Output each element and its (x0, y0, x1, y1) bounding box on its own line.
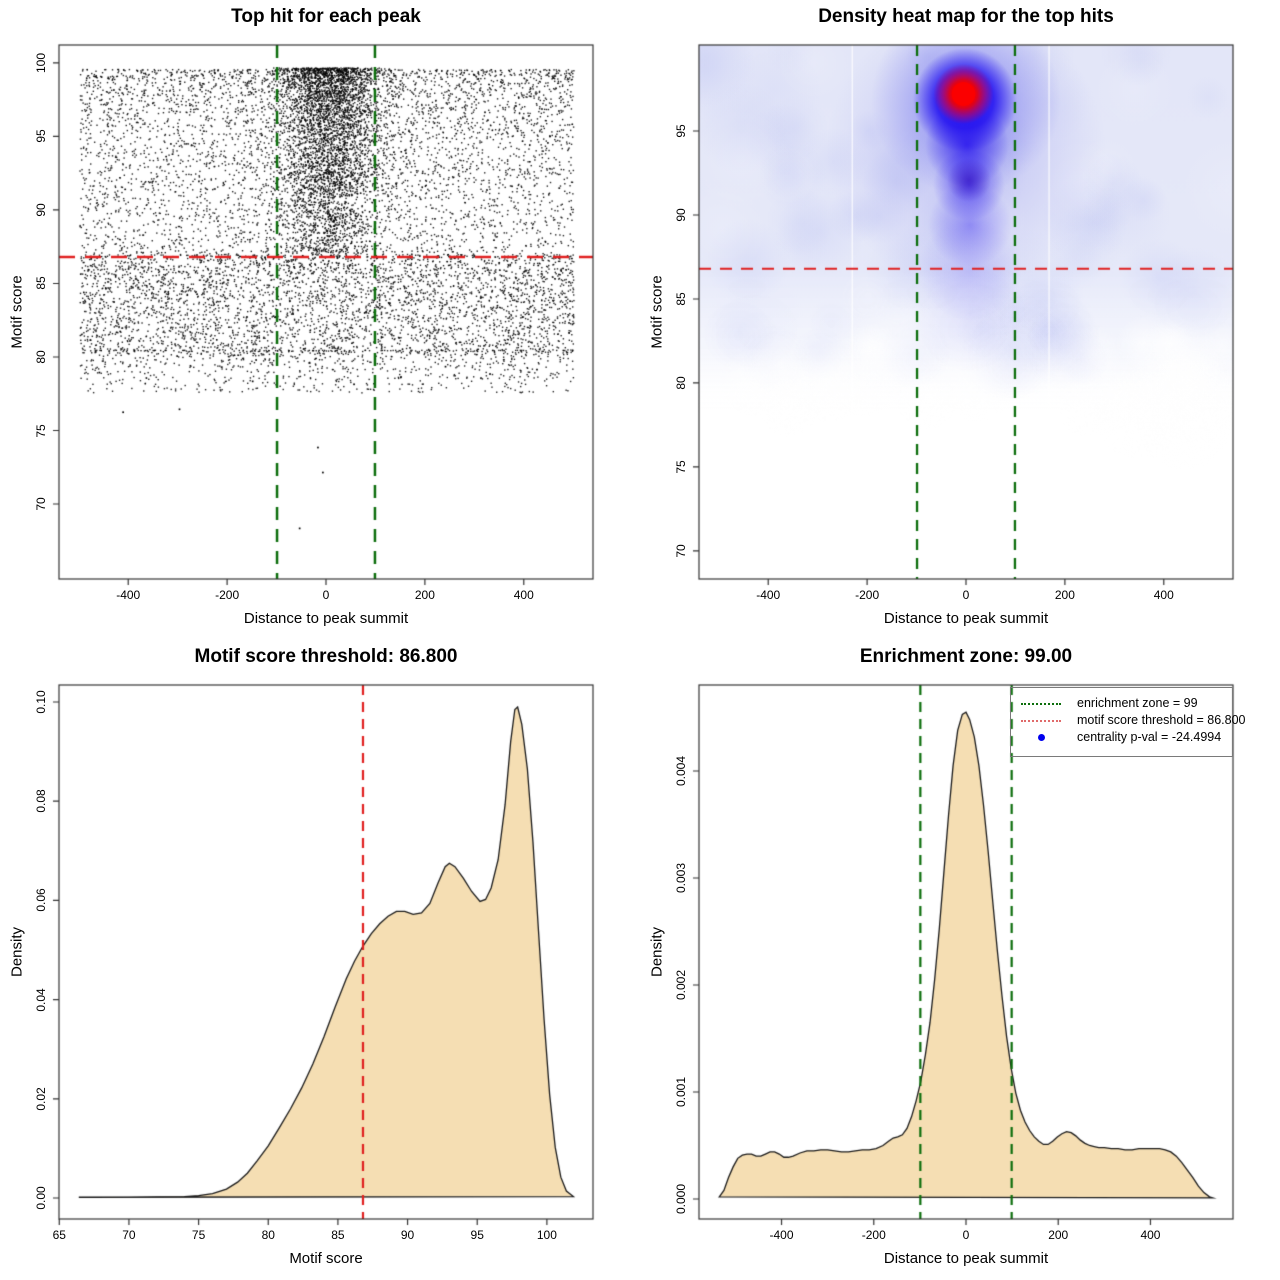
x-tick-label: 200 (1054, 588, 1075, 602)
y-axis-label: Density (648, 926, 666, 978)
y-tick-label: 80 (34, 350, 48, 364)
panel-density-heatmap: Density heat map for the top hits Distan… (640, 0, 1280, 640)
x-tick-label: 75 (191, 1228, 206, 1242)
y-tick-label: 75 (34, 423, 48, 438)
panel-scatter-top-hits: Top hit for each peak Distance to peak s… (0, 0, 640, 640)
legend-label-motif-threshold: motif score threshold = 86.800 (1077, 713, 1246, 727)
green-dotted-line-swatch (1021, 702, 1061, 705)
y-tick-label: 70 (34, 497, 48, 511)
x-tick-label: 95 (470, 1228, 484, 1242)
y-tick-label: 0.02 (34, 1087, 48, 1111)
y-tick-label: 95 (674, 124, 688, 138)
scatter-plot-canvas (0, 0, 640, 640)
y-tick-label: 85 (674, 292, 688, 306)
y-tick-label: 0.003 (674, 862, 688, 894)
x-tick-label: 0 (962, 1228, 970, 1242)
y-tick-label: 0.002 (674, 969, 688, 1001)
x-tick-label: -200 (215, 588, 240, 602)
legend-label-centrality-pval: centrality p-val = -24.4994 (1077, 730, 1222, 744)
y-tick-label: 75 (674, 460, 688, 474)
motif-density-canvas (0, 640, 640, 1280)
y-axis-label: Density (8, 926, 26, 978)
y-tick-label: 90 (674, 208, 688, 222)
x-tick-label: 65 (52, 1228, 66, 1242)
x-tick-label: -400 (116, 588, 141, 602)
y-axis-label: Motif score (8, 275, 26, 349)
x-axis-label: Motif score (289, 1250, 363, 1267)
heatmap-canvas (640, 0, 1280, 640)
y-tick-label: 0.04 (34, 987, 48, 1012)
y-tick-label: 0.000 (674, 1183, 688, 1214)
x-tick-label: 400 (513, 588, 534, 602)
panel-motif-score-density: Motif score threshold: 86.800 Motif scor… (0, 640, 640, 1280)
x-tick-label: 85 (331, 1228, 345, 1242)
legend-label-enrichment-zone: enrichment zone = 99 (1077, 696, 1198, 710)
x-tick-label: 0 (962, 588, 970, 602)
x-tick-label: 70 (122, 1228, 136, 1242)
x-tick-label: 400 (1153, 588, 1174, 602)
y-axis-label: Motif score (648, 275, 666, 349)
x-tick-label: -400 (769, 1228, 794, 1242)
y-tick-label: 90 (34, 203, 48, 217)
x-tick-label: 0 (322, 588, 330, 602)
legend-row-centrality-pval: centrality p-val = -24.4994 (1021, 729, 1232, 746)
panel-title: Motif score threshold: 86.800 (194, 646, 458, 667)
blue-point-swatch (1038, 734, 1045, 742)
y-tick-label: 0.001 (674, 1076, 688, 1107)
x-axis-label: Distance to peak summit (243, 610, 409, 627)
y-tick-label: 0.06 (34, 888, 48, 913)
distance-density-canvas (640, 640, 1280, 1280)
y-tick-label: 70 (674, 544, 688, 558)
x-tick-label: 200 (1048, 1228, 1069, 1242)
x-tick-label: 100 (536, 1228, 557, 1242)
legend-row-enrichment-zone: enrichment zone = 99 (1021, 695, 1232, 712)
x-tick-label: -200 (861, 1228, 886, 1242)
y-tick-label: 0.08 (34, 789, 48, 813)
y-tick-label: 0.004 (674, 756, 688, 787)
legend-row-motif-threshold: motif score threshold = 86.800 (1021, 712, 1246, 729)
y-tick-label: 85 (34, 276, 48, 291)
y-tick-label: 100 (34, 52, 48, 73)
x-axis-label: Distance to peak summit (883, 1250, 1049, 1267)
x-tick-label: -400 (756, 588, 781, 602)
panel-title: Enrichment zone: 99.00 (859, 646, 1073, 667)
y-tick-label: 95 (34, 129, 48, 144)
y-tick-label: 0.10 (34, 690, 48, 714)
x-tick-label: 80 (261, 1228, 275, 1242)
x-tick-label: -200 (855, 588, 880, 602)
x-tick-label: 90 (400, 1228, 415, 1242)
x-axis-label: Distance to peak summit (883, 610, 1049, 627)
panel-title: Top hit for each peak (231, 6, 421, 27)
panel-distance-density: Enrichment zone: 99.00 Distance to peak … (640, 640, 1280, 1280)
red-dotted-line-swatch (1021, 719, 1061, 722)
x-tick-label: 400 (1140, 1228, 1161, 1242)
plot-legend: enrichment zone = 99 motif score thresho… (1010, 687, 1246, 757)
panel-title: Density heat map for the top hits (818, 6, 1114, 27)
y-tick-label: 0.00 (34, 1186, 48, 1210)
y-tick-label: 80 (674, 376, 688, 390)
x-tick-label: 200 (414, 588, 435, 602)
